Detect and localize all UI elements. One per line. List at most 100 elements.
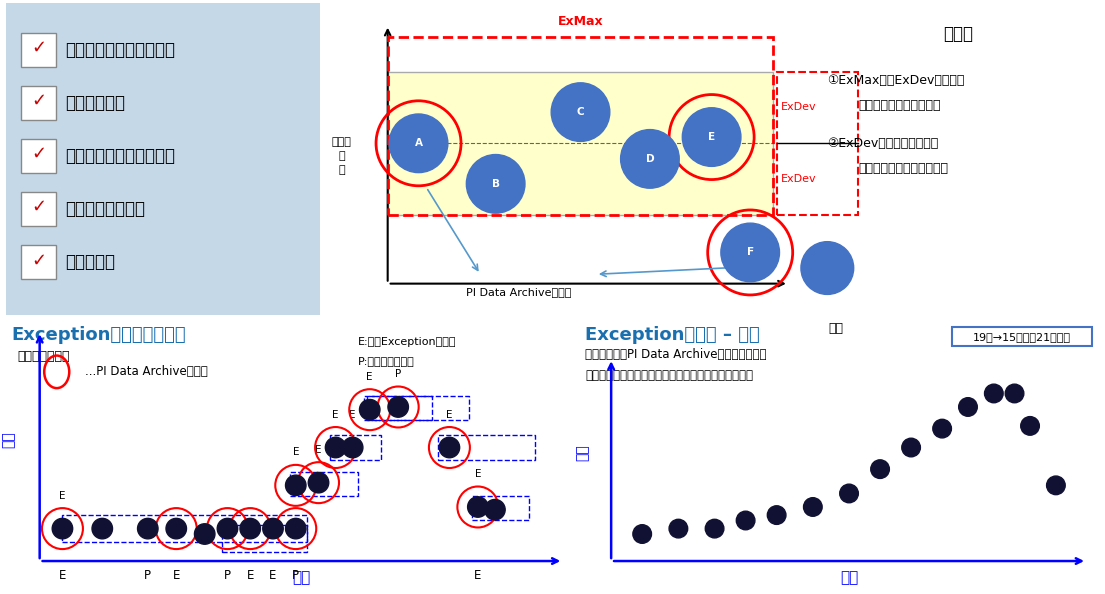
Bar [367, 396, 470, 421]
Text: 圧縮率を設定することで: 圧縮率を設定することで [65, 147, 176, 165]
Ellipse shape [137, 519, 158, 539]
Ellipse shape [720, 223, 779, 282]
Ellipse shape [551, 83, 610, 141]
Ellipse shape [389, 114, 448, 173]
Text: E: E [474, 570, 482, 582]
Ellipse shape [767, 505, 786, 525]
Bar [472, 496, 529, 520]
Ellipse shape [705, 519, 724, 538]
Ellipse shape [467, 497, 488, 517]
Bar [364, 396, 432, 421]
Text: E: E [172, 570, 180, 582]
Ellipse shape [959, 397, 977, 416]
Text: データ変化傾向を維持し: データ変化傾向を維持し [65, 41, 176, 59]
Ellipse shape [466, 154, 525, 213]
Ellipse shape [218, 519, 238, 539]
Ellipse shape [166, 519, 187, 539]
Bar [21, 245, 56, 279]
Text: A: A [414, 138, 422, 148]
Text: E: E [475, 469, 481, 479]
Bar [222, 525, 307, 552]
Text: P:直前の値を送信: P:直前の値を送信 [358, 356, 415, 366]
Ellipse shape [736, 511, 755, 530]
Text: E: E [708, 132, 715, 142]
Bar [21, 138, 56, 173]
Ellipse shape [1021, 416, 1040, 435]
Text: Exceptionテスト – 結果: Exceptionテスト – 結果 [586, 326, 760, 344]
Ellipse shape [1046, 476, 1065, 495]
Ellipse shape [871, 460, 890, 478]
Ellipse shape [343, 437, 362, 458]
Ellipse shape [485, 500, 505, 520]
Text: P: P [292, 570, 299, 582]
Text: E: E [246, 570, 254, 582]
Text: 頻度: 頻度 [576, 444, 590, 462]
Ellipse shape [359, 399, 380, 420]
Ellipse shape [840, 484, 859, 503]
Ellipse shape [52, 519, 73, 539]
Ellipse shape [803, 498, 822, 516]
Ellipse shape [388, 397, 409, 417]
Text: テキストを入力: テキストを入力 [17, 350, 70, 363]
Text: 時間: 時間 [293, 570, 311, 585]
Text: E: E [270, 570, 276, 582]
Ellipse shape [801, 242, 854, 295]
Text: B: B [492, 179, 499, 189]
Ellipse shape [985, 384, 1003, 403]
Text: 時間: 時間 [840, 570, 859, 585]
Text: Exceptionテストの可視化: Exceptionテストの可視化 [11, 326, 186, 344]
Text: ②ExDev範囲から外れた場: ②ExDev範囲から外れた場 [828, 137, 938, 150]
Ellipse shape [263, 519, 283, 539]
Text: E: E [59, 570, 66, 582]
Text: ①ExMax内のExDev範囲内の: ①ExMax内のExDev範囲内の [828, 74, 965, 87]
Text: データ
の
値: データ の 値 [332, 137, 351, 175]
Text: ✓: ✓ [31, 92, 46, 110]
Text: センサー毎に: センサー毎に [65, 94, 125, 112]
Text: データは取り込まない。: データは取り込まない。 [859, 99, 940, 112]
Text: ✓: ✓ [31, 39, 46, 57]
Text: 時間: 時間 [829, 322, 843, 335]
Text: ✓: ✓ [31, 198, 46, 216]
Text: E: E [315, 445, 322, 455]
FancyBboxPatch shape [315, 0, 1105, 318]
Text: E:値がExceptionを通過: E:値がExceptionを通過 [358, 337, 456, 347]
Text: ✓: ✓ [31, 251, 46, 269]
Text: PI Data Archiveへ送信: PI Data Archiveへ送信 [466, 287, 571, 297]
Text: ExMax: ExMax [558, 15, 603, 28]
Ellipse shape [902, 438, 920, 457]
Text: ...PI Data Archiveへ送信: ...PI Data Archiveへ送信 [85, 365, 208, 378]
Ellipse shape [439, 437, 460, 458]
Bar [63, 515, 307, 542]
Text: C: C [577, 107, 585, 117]
Text: データ量を削減し: データ量を削減し [65, 200, 146, 218]
Text: ルール: ルール [944, 25, 974, 43]
Ellipse shape [633, 525, 652, 544]
Text: 値が送信されると新しいスナップショット値となる。: 値が送信されると新しいスナップショット値となる。 [586, 369, 754, 382]
Bar [953, 327, 1092, 346]
Bar [21, 86, 56, 120]
Bar [21, 33, 56, 67]
Text: ExDev: ExDev [781, 102, 817, 112]
Ellipse shape [308, 472, 329, 493]
Bar [21, 192, 56, 226]
Bar [777, 72, 859, 215]
Text: E: E [293, 447, 299, 457]
Text: D: D [645, 154, 654, 164]
Text: 保存できる: 保存できる [65, 253, 115, 271]
Text: P: P [396, 369, 401, 379]
Text: E: E [367, 372, 373, 382]
Text: E: E [333, 410, 339, 419]
Text: 合、直前の値も取り込む。: 合、直前の値も取り込む。 [859, 162, 948, 175]
Text: F: F [747, 248, 754, 257]
Text: 19点→15点へ（21％減）: 19点→15点へ（21％減） [974, 331, 1071, 342]
Ellipse shape [240, 519, 261, 539]
Bar [330, 435, 381, 460]
Ellipse shape [682, 108, 741, 166]
Text: E: E [60, 491, 65, 501]
Ellipse shape [621, 129, 680, 188]
Ellipse shape [1006, 384, 1024, 403]
Text: P: P [224, 570, 231, 582]
Bar [438, 435, 535, 460]
Bar [388, 37, 774, 215]
Text: 頻度: 頻度 [1, 431, 15, 448]
